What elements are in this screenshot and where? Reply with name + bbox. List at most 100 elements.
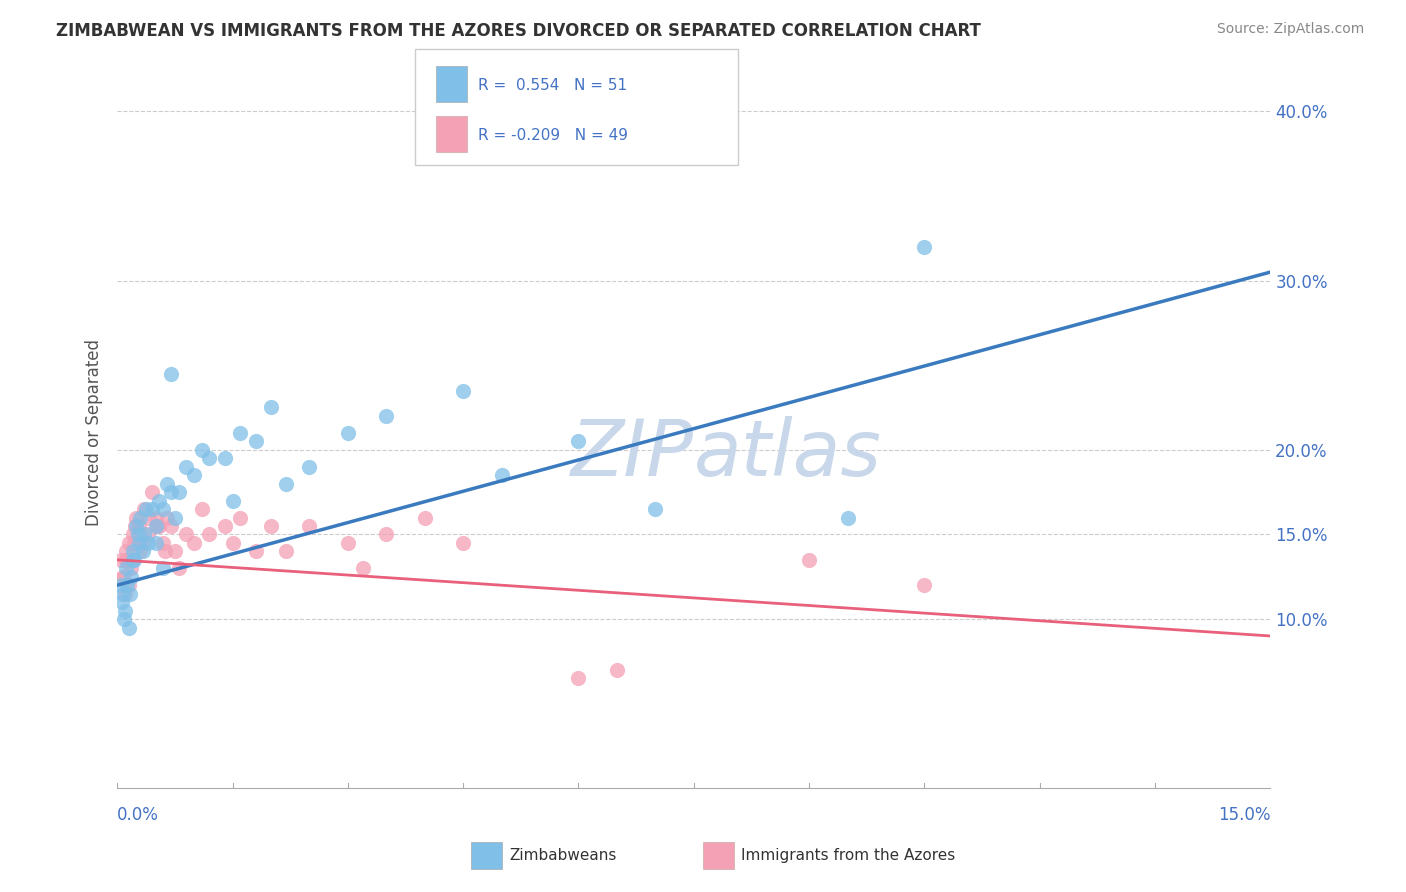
Point	[145, 519, 167, 533]
Point	[129, 544, 152, 558]
Point	[145, 536, 167, 550]
Point	[160, 367, 183, 381]
Text: Immigrants from the Azores: Immigrants from the Azores	[741, 848, 955, 863]
Point	[167, 485, 190, 500]
Point	[148, 519, 170, 533]
Point	[837, 510, 859, 524]
Point	[122, 553, 145, 567]
Point	[451, 536, 474, 550]
Point	[115, 544, 138, 558]
Point	[336, 536, 359, 550]
Point	[260, 519, 283, 533]
Point	[163, 510, 186, 524]
Point	[336, 425, 359, 440]
Point	[160, 519, 183, 533]
Point	[183, 536, 205, 550]
Point	[245, 544, 267, 558]
Point	[276, 476, 298, 491]
Point	[229, 425, 252, 440]
Point	[118, 536, 141, 550]
Point	[491, 468, 513, 483]
Point	[136, 536, 159, 550]
Point	[141, 485, 163, 500]
Point	[198, 527, 221, 541]
Point	[125, 519, 148, 533]
Point	[132, 502, 155, 516]
Point	[110, 578, 132, 592]
Point	[644, 502, 666, 516]
Text: 0.0%: 0.0%	[117, 806, 159, 824]
Point	[115, 578, 138, 592]
Point	[141, 502, 163, 516]
Point	[131, 544, 153, 558]
Point	[298, 459, 321, 474]
Point	[567, 671, 589, 685]
Point	[229, 510, 252, 524]
Point	[138, 510, 160, 524]
Point	[163, 544, 186, 558]
Point	[114, 604, 136, 618]
Point	[156, 510, 179, 524]
Point	[128, 519, 150, 533]
Point	[156, 476, 179, 491]
Point	[111, 570, 134, 584]
Point	[912, 240, 935, 254]
Point	[115, 561, 138, 575]
Point	[112, 587, 135, 601]
Point	[112, 570, 135, 584]
Point	[221, 493, 243, 508]
Point	[148, 493, 170, 508]
Point	[118, 620, 141, 634]
Point	[152, 502, 174, 516]
Point	[120, 570, 142, 584]
Text: ZIMBABWEAN VS IMMIGRANTS FROM THE AZORES DIVORCED OR SEPARATED CORRELATION CHART: ZIMBABWEAN VS IMMIGRANTS FROM THE AZORES…	[56, 22, 981, 40]
Text: Source: ZipAtlas.com: Source: ZipAtlas.com	[1216, 22, 1364, 37]
Point	[125, 510, 148, 524]
Point	[146, 519, 169, 533]
Point	[112, 612, 135, 626]
Point	[114, 553, 136, 567]
Point	[152, 536, 174, 550]
Text: R =  0.554   N = 51: R = 0.554 N = 51	[478, 78, 627, 93]
Text: atlas: atlas	[693, 417, 882, 492]
Point	[121, 527, 143, 541]
Point	[190, 442, 212, 457]
Point	[127, 527, 149, 541]
Text: 15.0%: 15.0%	[1218, 806, 1271, 824]
Point	[912, 578, 935, 592]
Point	[120, 561, 142, 575]
Point	[413, 510, 436, 524]
Point	[122, 536, 145, 550]
Point	[567, 434, 589, 449]
Point	[214, 451, 236, 466]
Point	[176, 459, 198, 474]
Text: R = -0.209   N = 49: R = -0.209 N = 49	[478, 128, 628, 144]
Point	[135, 502, 157, 516]
Point	[132, 527, 155, 541]
Text: ZIP: ZIP	[571, 417, 693, 492]
Point	[451, 384, 474, 398]
Point	[152, 561, 174, 575]
Point	[122, 553, 145, 567]
Point	[797, 553, 820, 567]
Y-axis label: Divorced or Separated: Divorced or Separated	[86, 339, 103, 526]
Point	[118, 578, 141, 592]
Point	[145, 510, 167, 524]
Point	[160, 485, 183, 500]
Point	[110, 553, 132, 567]
Point	[221, 536, 243, 550]
Point	[276, 544, 298, 558]
Point	[190, 502, 212, 516]
Point	[121, 544, 143, 558]
Point	[183, 468, 205, 483]
Point	[260, 401, 283, 415]
Point	[153, 544, 176, 558]
Point	[167, 561, 190, 575]
Point	[375, 527, 398, 541]
Point	[245, 434, 267, 449]
Point	[198, 451, 221, 466]
Point	[176, 527, 198, 541]
Point	[129, 510, 152, 524]
Point	[128, 536, 150, 550]
Point	[214, 519, 236, 533]
